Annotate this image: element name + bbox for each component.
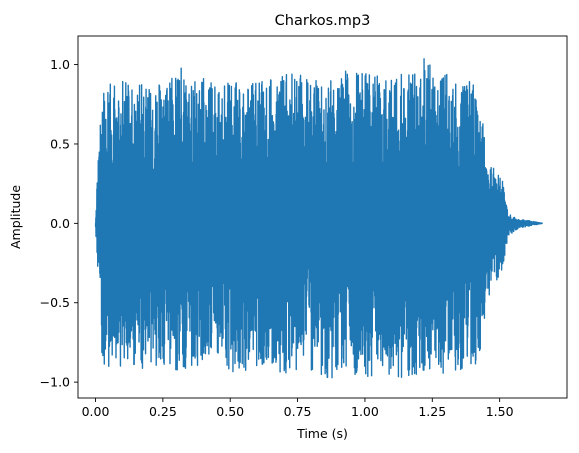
y-tick-label: 1.0: [50, 57, 70, 72]
chart-title: Charkos.mp3: [275, 13, 371, 29]
x-tick-label: 1.25: [418, 404, 446, 419]
plot-frame: [77, 35, 568, 399]
x-tick-label: 0.25: [149, 404, 177, 419]
y-tick-label: −1.0: [40, 375, 70, 390]
x-tick-label: 1.00: [351, 404, 379, 419]
x-tick-label: 0.00: [82, 404, 110, 419]
y-axis-label: Amplitude: [8, 185, 23, 249]
y-tick-label: 0.5: [50, 136, 70, 151]
x-tick-label: 0.75: [284, 404, 312, 419]
plot-area: [94, 58, 544, 379]
x-tick-label: 0.50: [216, 404, 244, 419]
y-tick-label: 0.0: [50, 216, 70, 231]
waveform-line: [94, 58, 544, 379]
x-axis: 0.00 0.25 0.50 0.75 1.00 1.25 1.50: [82, 398, 514, 419]
y-tick-label: −0.5: [40, 295, 70, 310]
y-axis: −1.0 −0.5 0.0 0.5 1.0: [40, 57, 78, 390]
x-tick-label: 1.50: [486, 404, 514, 419]
x-axis-label: Time (s): [296, 426, 348, 441]
